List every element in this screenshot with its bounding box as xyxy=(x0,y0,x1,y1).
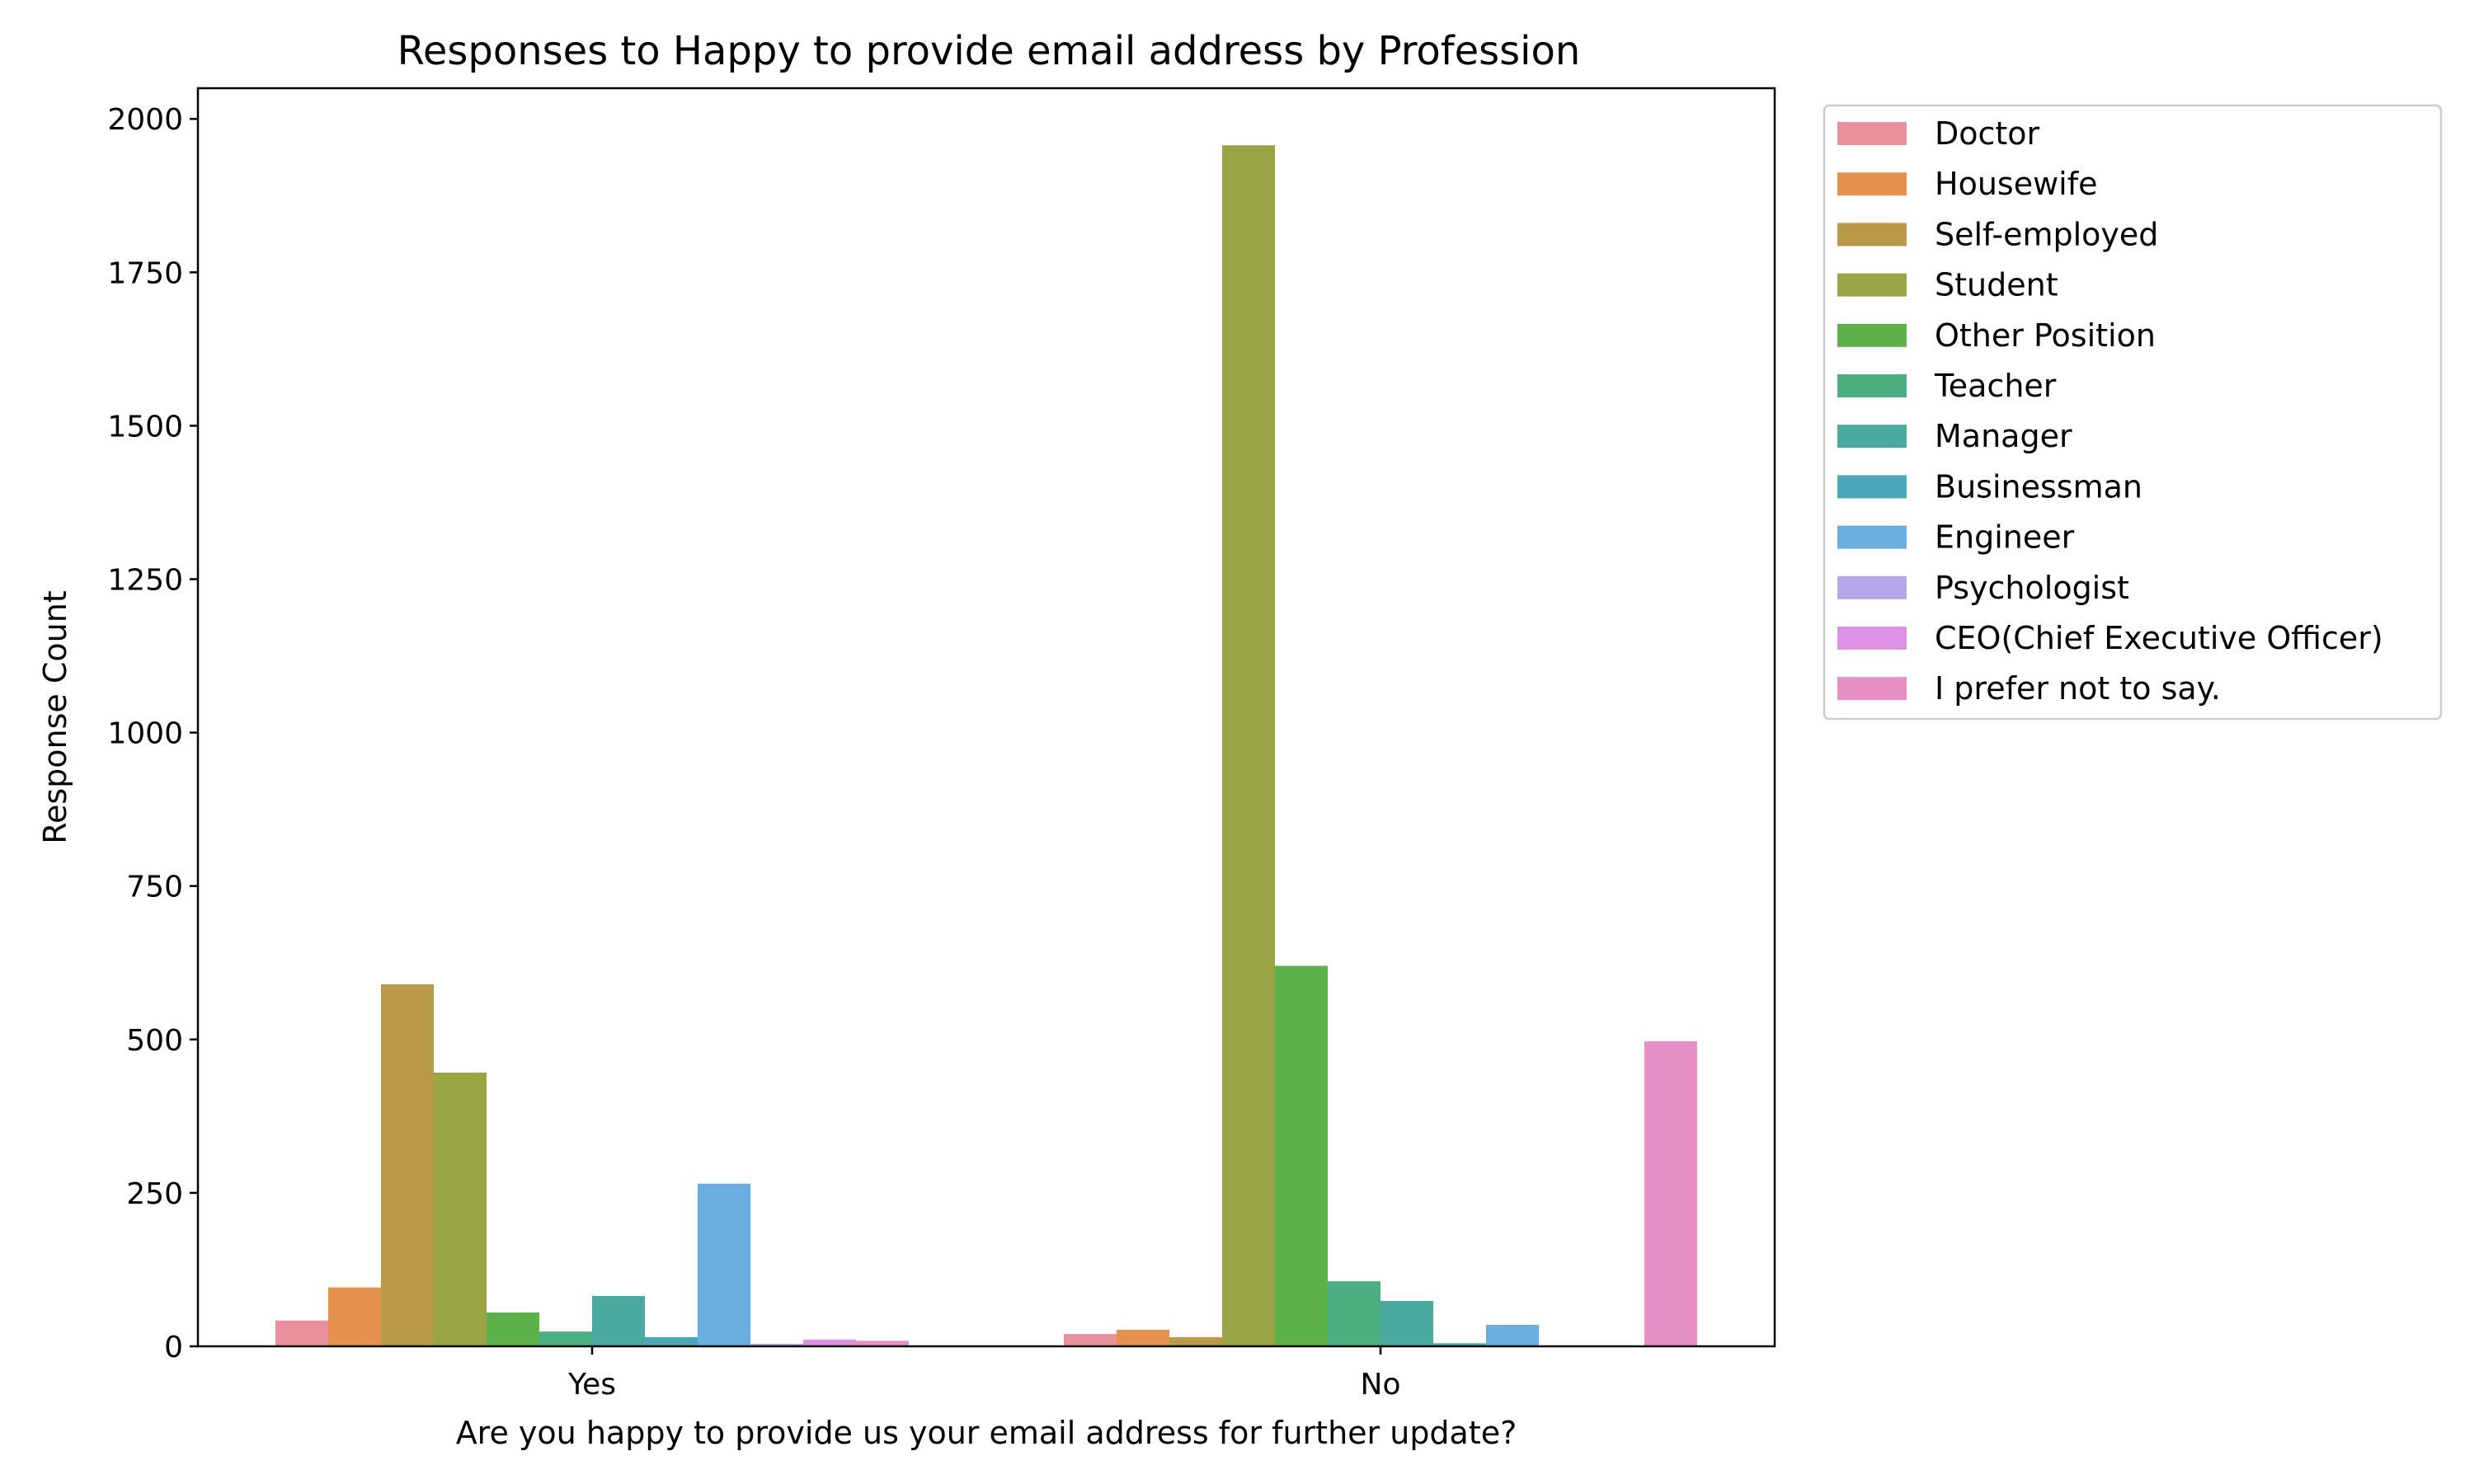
legend-swatch xyxy=(1837,122,1907,145)
legend-swatch xyxy=(1837,273,1907,297)
y-tick-label: 1000 xyxy=(107,717,183,751)
x-axis: Yes No xyxy=(567,1346,1401,1402)
bar-no-doctor xyxy=(1064,1334,1117,1346)
y-tick-label: 750 xyxy=(126,871,183,904)
legend: Doctor Housewife Self-employed Student Other… xyxy=(1823,104,2443,721)
y-tick-label: 0 xyxy=(164,1331,183,1364)
x-tick-label: Yes xyxy=(567,1368,616,1402)
bar-yes-i-prefer-not-to-say xyxy=(856,1341,909,1346)
bar-yes-ceo-chief-executive-officer xyxy=(803,1339,856,1346)
bar-no-businessman xyxy=(1433,1343,1486,1346)
legend-swatch xyxy=(1837,677,1907,701)
y-tick-label: 1500 xyxy=(107,410,183,444)
legend-swatch xyxy=(1837,223,1907,247)
bar-yes-self-employed xyxy=(381,984,434,1346)
bar-yes-teacher xyxy=(539,1331,592,1346)
bar-yes-doctor xyxy=(275,1320,328,1346)
y-axis: 0 250 500 750 1000 1250 1500 1750 2000 xyxy=(107,103,198,1364)
legend-label: Student xyxy=(1935,267,2058,303)
legend-swatch xyxy=(1837,575,1907,599)
legend-swatch xyxy=(1837,627,1907,650)
bar-no-housewife xyxy=(1117,1329,1169,1346)
legend-swatch xyxy=(1837,425,1907,448)
plot-frame xyxy=(196,87,1776,1348)
legend-label: CEO(Chief Executive Officer) xyxy=(1935,620,2383,656)
bar-yes-student xyxy=(434,1073,487,1346)
legend-label: Other Position xyxy=(1935,317,2156,354)
legend-swatch xyxy=(1837,374,1907,397)
x-axis-label: Are you happy to provide us your email a… xyxy=(456,1415,1517,1451)
legend-label: Self-employed xyxy=(1935,216,2158,252)
legend-label: Doctor xyxy=(1935,115,2040,152)
bar-yes-engineer xyxy=(698,1183,750,1346)
legend-swatch xyxy=(1837,323,1907,347)
legend-label: Housewife xyxy=(1935,166,2097,202)
x-tick-label: No xyxy=(1361,1368,1401,1402)
bar-yes-other-position xyxy=(487,1313,539,1346)
bar-no-student xyxy=(1222,145,1275,1347)
y-tick-label: 1250 xyxy=(107,564,183,598)
legend-label: Businessman xyxy=(1935,468,2142,505)
bar-yes-housewife xyxy=(328,1287,381,1346)
bar-yes-psychologist xyxy=(750,1344,803,1346)
bar-no-manager xyxy=(1380,1300,1433,1346)
legend-label: Psychologist xyxy=(1935,570,2129,606)
bar-no-teacher xyxy=(1328,1281,1380,1346)
bar-no-i-prefer-not-to-say xyxy=(1644,1041,1697,1346)
chart-title: Responses to Happy to provide email addr… xyxy=(397,28,1581,74)
y-tick-label: 2000 xyxy=(107,103,183,137)
bar-no-engineer xyxy=(1486,1324,1539,1346)
legend-swatch xyxy=(1837,172,1907,196)
legend-swatch xyxy=(1837,475,1907,499)
y-tick-label: 250 xyxy=(126,1177,183,1211)
bar-yes-manager xyxy=(592,1295,645,1346)
legend-swatch xyxy=(1837,525,1907,549)
bar-yes-businessman xyxy=(645,1336,698,1346)
legend-label: Manager xyxy=(1935,418,2072,454)
y-tick-label: 500 xyxy=(126,1024,183,1058)
legend-label: I prefer not to say. xyxy=(1935,670,2221,707)
bar-no-self-employed xyxy=(1169,1336,1222,1346)
y-tick-label: 1750 xyxy=(107,256,183,290)
legend-label: Teacher xyxy=(1934,368,2057,404)
legend-label: Engineer xyxy=(1935,519,2075,556)
bars xyxy=(275,145,1697,1347)
y-axis-label: Response Count xyxy=(37,590,73,843)
legend-frame xyxy=(1823,104,2443,721)
legend-items: Doctor Housewife Self-employed Student Other… xyxy=(1837,115,2383,707)
bar-no-other-position xyxy=(1275,965,1328,1346)
